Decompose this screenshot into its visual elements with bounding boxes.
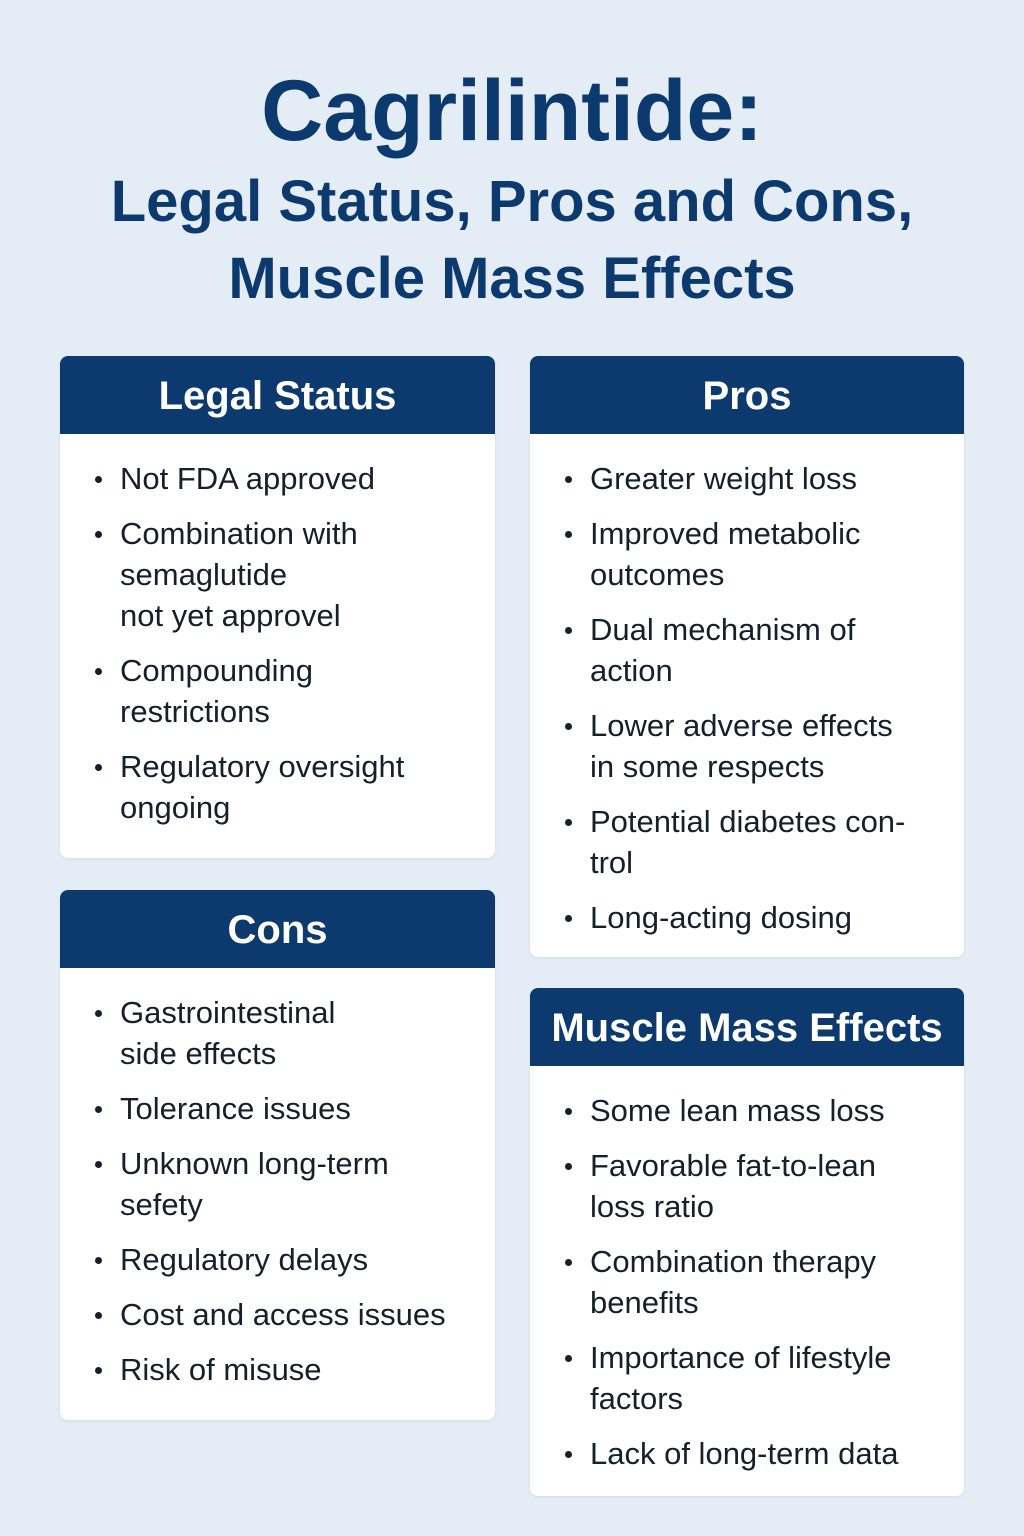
list-item: Favorable fat-to-lean loss ratio <box>565 1145 964 1227</box>
list-item: Not FDA approved <box>95 458 495 499</box>
item-text: benefits <box>590 1285 699 1320</box>
item-text: Compounding <box>120 653 314 688</box>
item-text: outcomes <box>590 557 725 592</box>
card-heading: Pros <box>530 356 964 434</box>
list-item: Gastrointestinal side effects <box>95 992 495 1074</box>
list-item: Dual mechanism of action <box>565 609 964 691</box>
list-item: Greater weight loss <box>565 458 964 499</box>
item-text: Cost and access issues <box>120 1297 446 1332</box>
item-text: trol <box>590 845 634 880</box>
item-text: Gastrointestinal <box>120 995 336 1030</box>
list-item: Lack of long-term data <box>565 1433 964 1474</box>
item-list: Greater weight loss Improved metabolic out… <box>530 434 964 938</box>
list-item: Long-acting dosing <box>565 897 964 938</box>
card: Cons Gastrointestinal side effects Toleranc… <box>60 890 495 1420</box>
item-list: Some lean mass loss Favorable fat-to-lean… <box>530 1066 964 1474</box>
card-heading: Muscle Mass Effects <box>530 988 964 1066</box>
subtitle: Muscle Mass Effects <box>228 246 796 311</box>
card: Legal Status Not FDA approved Combination … <box>60 356 495 858</box>
item-text: Regulatory delays <box>120 1242 369 1277</box>
card-heading: Legal Status <box>60 356 495 434</box>
list-item: Regulatory delays <box>95 1239 495 1280</box>
list-item: Compounding restrictions <box>95 650 495 732</box>
item-text: Potential diabetes con- <box>590 804 906 839</box>
list-item: Importance of lifestyle factors <box>565 1337 964 1419</box>
item-text: restrictions <box>120 694 270 729</box>
list-item: Risk of misuse <box>95 1349 495 1390</box>
list-item: Regulatory oversight ongoing <box>95 746 495 828</box>
item-text: Regulatory oversight <box>120 749 405 784</box>
item-text: factors <box>590 1381 684 1416</box>
item-text: side effects <box>120 1036 277 1071</box>
item-text: Not FDA approved <box>120 461 376 496</box>
list-item: Lower adverse effects in some respects <box>565 705 964 787</box>
list-item: Some lean mass loss <box>565 1090 964 1131</box>
item-text: semaglutide <box>120 557 288 592</box>
item-text: loss ratio <box>590 1189 715 1224</box>
item-text: Favorable fat-to-lean <box>590 1148 877 1183</box>
item-text: Combination therapy <box>590 1244 877 1279</box>
item-list: Not FDA approved Combination with semaglut… <box>60 434 495 828</box>
list-item: Combination therapy benefits <box>565 1241 964 1323</box>
card: Muscle Mass Effects Some lean mass loss Fa… <box>530 988 964 1496</box>
list-item: Improved metabolic outcomes <box>565 513 964 595</box>
card: Pros Greater weight loss Improved metaboli… <box>530 356 964 957</box>
card-heading: Cons <box>60 890 495 968</box>
list-item: Potential diabetes con-trol <box>565 801 964 883</box>
item-list: Gastrointestinal side effects Tolerance is… <box>60 968 495 1390</box>
item-text: Risk of misuse <box>120 1352 322 1387</box>
item-text: Some lean mass loss <box>590 1093 885 1128</box>
list-item: Cost and access issues <box>95 1294 495 1335</box>
title: Cagrilintide: <box>261 63 763 159</box>
item-text: in some respects <box>590 749 825 784</box>
item-text: Importance of lifestyle <box>590 1340 892 1375</box>
item-text: Dual mechanism of <box>590 612 856 647</box>
subtitle: Legal Status, Pros and Cons, <box>110 169 914 234</box>
item-text: not yet approvel <box>120 598 341 633</box>
item-text: sefety <box>120 1187 203 1222</box>
item-text: Greater weight loss <box>590 461 858 496</box>
item-text: Combination with <box>120 516 358 551</box>
item-text: action <box>590 653 673 688</box>
item-text: Unknown long-term <box>120 1146 389 1181</box>
item-text: Tolerance issues <box>120 1091 351 1126</box>
item-text: Improved metabolic <box>590 516 861 551</box>
list-item: Combination with semaglutide not yet appro… <box>95 513 495 636</box>
item-text: Lack of long-term data <box>590 1436 899 1471</box>
item-text: Long-acting dosing <box>590 900 852 935</box>
list-item: Tolerance issues <box>95 1088 495 1129</box>
item-text: Lower adverse effects <box>590 708 893 743</box>
item-text: ongoing <box>120 790 231 825</box>
list-item: Unknown long-term sefety <box>95 1143 495 1225</box>
